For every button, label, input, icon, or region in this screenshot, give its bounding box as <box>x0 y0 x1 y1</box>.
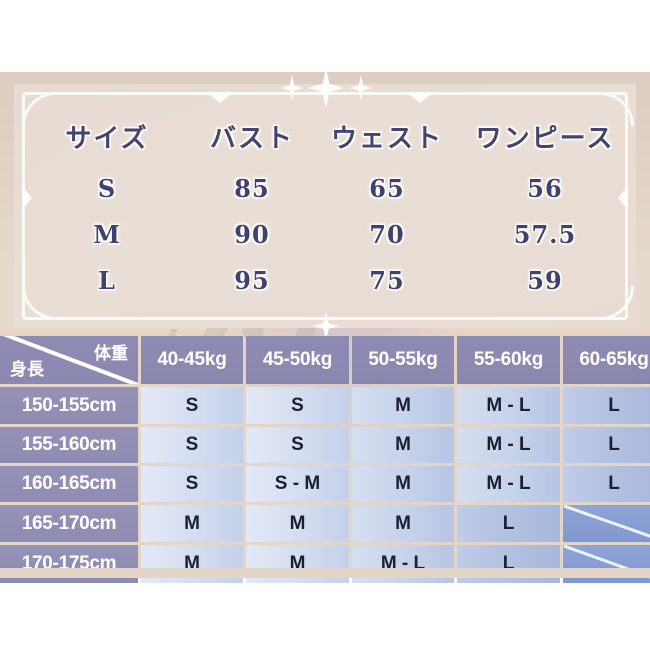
footer-strip <box>0 568 650 578</box>
matrix-cell-2-4: L <box>563 466 650 502</box>
measurement-chart: サイズ バスト ウェスト ワンピース S 85 65 56 M 90 70 57… <box>22 100 628 310</box>
matrix-cell-3-2: M <box>352 505 454 542</box>
matrix-cell-0-1: S <box>246 387 349 424</box>
matrix-cell-3-1: M <box>246 505 349 542</box>
matrix-cell-1-2: M <box>352 427 454 463</box>
measurement-header-waist: ウェスト <box>330 123 443 153</box>
measurement-size-l: L <box>98 266 116 295</box>
matrix-row-header-0: 150-155cm <box>0 387 138 424</box>
matrix-row-header-2: 160-165cm <box>0 466 138 502</box>
matrix-cell-3-3: L <box>457 505 560 542</box>
frame-side-notch-left-icon <box>22 186 32 210</box>
diagonal-divider-icon <box>2 336 138 384</box>
measurement-header-size: サイズ <box>65 123 149 153</box>
matrix-weight-label: 体重 <box>94 344 128 363</box>
matrix-col-header-3: 55-60kg <box>457 336 560 384</box>
measurement-chart-header-row: サイズ バスト ウェスト ワンピース <box>22 118 628 155</box>
measurement-header-bust: バスト <box>209 123 294 153</box>
measurement-waist-s: 65 <box>369 174 405 203</box>
frame-notch-right-icon <box>406 92 434 103</box>
ornate-panel <box>14 84 636 328</box>
matrix-cell-1-3: M - L <box>457 427 560 463</box>
measurement-dress-m: 57.5 <box>513 220 577 249</box>
frame-side-notch-right-icon <box>618 186 628 210</box>
matrix-cell-2-0: S <box>141 466 243 502</box>
matrix-cell-2-3: M - L <box>457 466 560 502</box>
measurement-row-m: M 90 70 57.5 <box>22 220 628 249</box>
measurement-row-s: S 85 65 56 <box>22 174 628 203</box>
measurement-bust-s: 85 <box>234 174 270 203</box>
measurement-header-dress: ワンピース <box>475 123 615 153</box>
matrix-col-header-0: 40-45kg <box>141 336 243 384</box>
matrix-cell-1-1: S <box>246 427 349 463</box>
matrix-col-header-4: 60-65kg <box>563 336 650 384</box>
frame-notch-left-icon <box>206 92 234 103</box>
measurement-bust-m: 90 <box>234 220 270 249</box>
matrix-cell-3-4 <box>563 505 650 542</box>
matrix-cell-0-0: S <box>141 387 243 424</box>
measurement-row-l: L 95 75 59 <box>22 266 628 295</box>
matrix-row-header-3: 165-170cm <box>0 505 138 542</box>
matrix-cell-0-4: L <box>563 387 650 424</box>
matrix-cell-0-3: M - L <box>457 387 560 424</box>
measurement-size-s: S <box>97 174 117 203</box>
matrix-cell-1-0: S <box>141 427 243 463</box>
measurement-waist-l: 75 <box>369 266 405 295</box>
matrix-cell-0-2: M <box>352 387 454 424</box>
matrix-row-header-1: 155-160cm <box>0 427 138 463</box>
measurement-size-m: M <box>93 220 121 249</box>
matrix-cell-1-4: L <box>563 427 650 463</box>
measurement-dress-l: 59 <box>527 266 563 295</box>
matrix-col-header-1: 45-50kg <box>246 336 349 384</box>
measurement-dress-s: 56 <box>527 174 563 203</box>
matrix-cell-2-2: M <box>352 466 454 502</box>
size-matrix-table: 体重 身長 40-45kg 45-50kg 50-55kg 55-60kg 60… <box>0 336 650 583</box>
matrix-cell-3-0: M <box>141 505 243 542</box>
measurement-waist-m: 70 <box>369 220 405 249</box>
matrix-col-header-2: 50-55kg <box>352 336 454 384</box>
matrix-corner-header: 体重 身長 <box>0 336 138 384</box>
unavailable-slash-icon <box>563 505 650 538</box>
matrix-cell-2-1: S - M <box>246 466 349 502</box>
matrix-height-label: 身長 <box>10 360 44 379</box>
measurement-bust-l: 95 <box>234 266 270 295</box>
